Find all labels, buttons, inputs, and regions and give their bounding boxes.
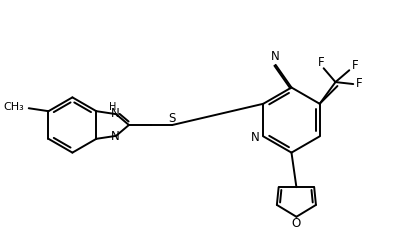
Text: F: F (318, 56, 324, 69)
Text: N: N (250, 131, 259, 144)
Text: O: O (291, 217, 300, 230)
Text: CH₃: CH₃ (3, 102, 24, 112)
Text: S: S (168, 112, 176, 124)
Text: H: H (109, 102, 117, 112)
Text: F: F (351, 59, 358, 72)
Text: N: N (110, 107, 119, 120)
Text: N: N (271, 50, 279, 64)
Text: F: F (355, 76, 362, 90)
Text: N: N (110, 130, 119, 143)
